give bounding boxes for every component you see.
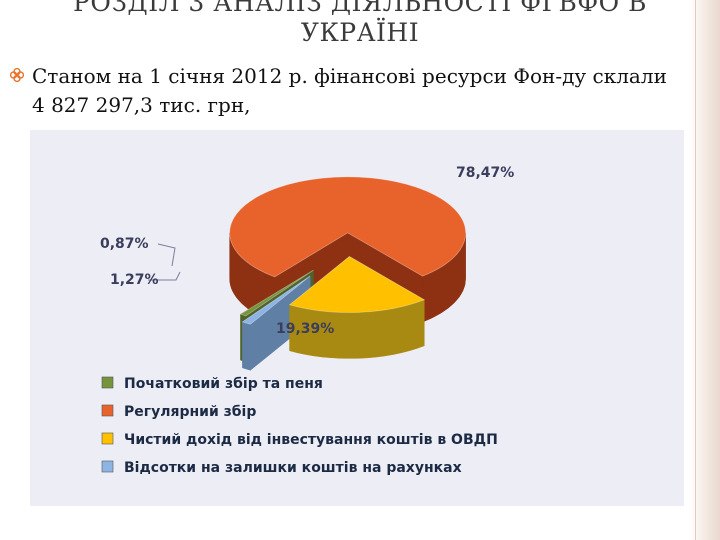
pie-slice-3 — [288, 256, 426, 313]
slide-right-border-line — [695, 0, 696, 540]
data-label-3: 19,39% — [276, 321, 334, 337]
leader-line-4 — [148, 271, 181, 281]
legend-swatch-1 — [101, 376, 114, 389]
pie-chart-panel: 0,87% 78,47% 19,39% 1,27% Початковий збір та… — [30, 130, 684, 506]
pie-slice-2 — [229, 176, 467, 278]
data-label-1: 0,87% — [100, 236, 149, 252]
data-label-4: 1,27% — [110, 272, 159, 288]
slide-title-line-1: РОЗДІЛ 3 АНАЛІЗ ДІЯЛЬНОСТІ ФГВФО В — [73, 0, 647, 17]
leader-line-1 — [157, 243, 176, 267]
pie-slice-4 — [241, 275, 311, 325]
legend-label-4: Відсотки на залишки коштів на рахунках — [124, 460, 462, 476]
legend-label-3: Чистий дохід від інвестування коштів в О… — [124, 432, 498, 448]
legend-label-2: Регулярний збір — [124, 404, 256, 420]
slide-title-line-2: УКРАЇНІ — [300, 18, 420, 47]
pie-slice-1 — [239, 269, 314, 317]
bullet-text-line-2: 4 827 297,3 тис. грн, — [32, 93, 251, 117]
pie-slice-side — [242, 275, 311, 371]
legend-label-1: Початковий збір та пеня — [124, 376, 323, 392]
flower-bullet-icon — [10, 68, 24, 82]
bullet-text: Станом на 1 січня 2012 р. фінансові ресу… — [32, 62, 720, 120]
slide-title: РОЗДІЛ 3 АНАЛІЗ ДІЯЛЬНОСТІ ФГВФО В УКРАЇ… — [0, 0, 720, 48]
legend-swatch-2 — [101, 404, 114, 417]
data-label-2: 78,47% — [456, 165, 514, 181]
bullet-text-line-1: Станом на 1 січня 2012 р. фінансові ресу… — [32, 64, 667, 88]
pie-chart: 0,87% 78,47% 19,39% 1,27% Початковий збір та… — [100, 165, 514, 476]
legend-swatch-4 — [101, 460, 114, 473]
legend-swatch-3 — [101, 432, 114, 445]
